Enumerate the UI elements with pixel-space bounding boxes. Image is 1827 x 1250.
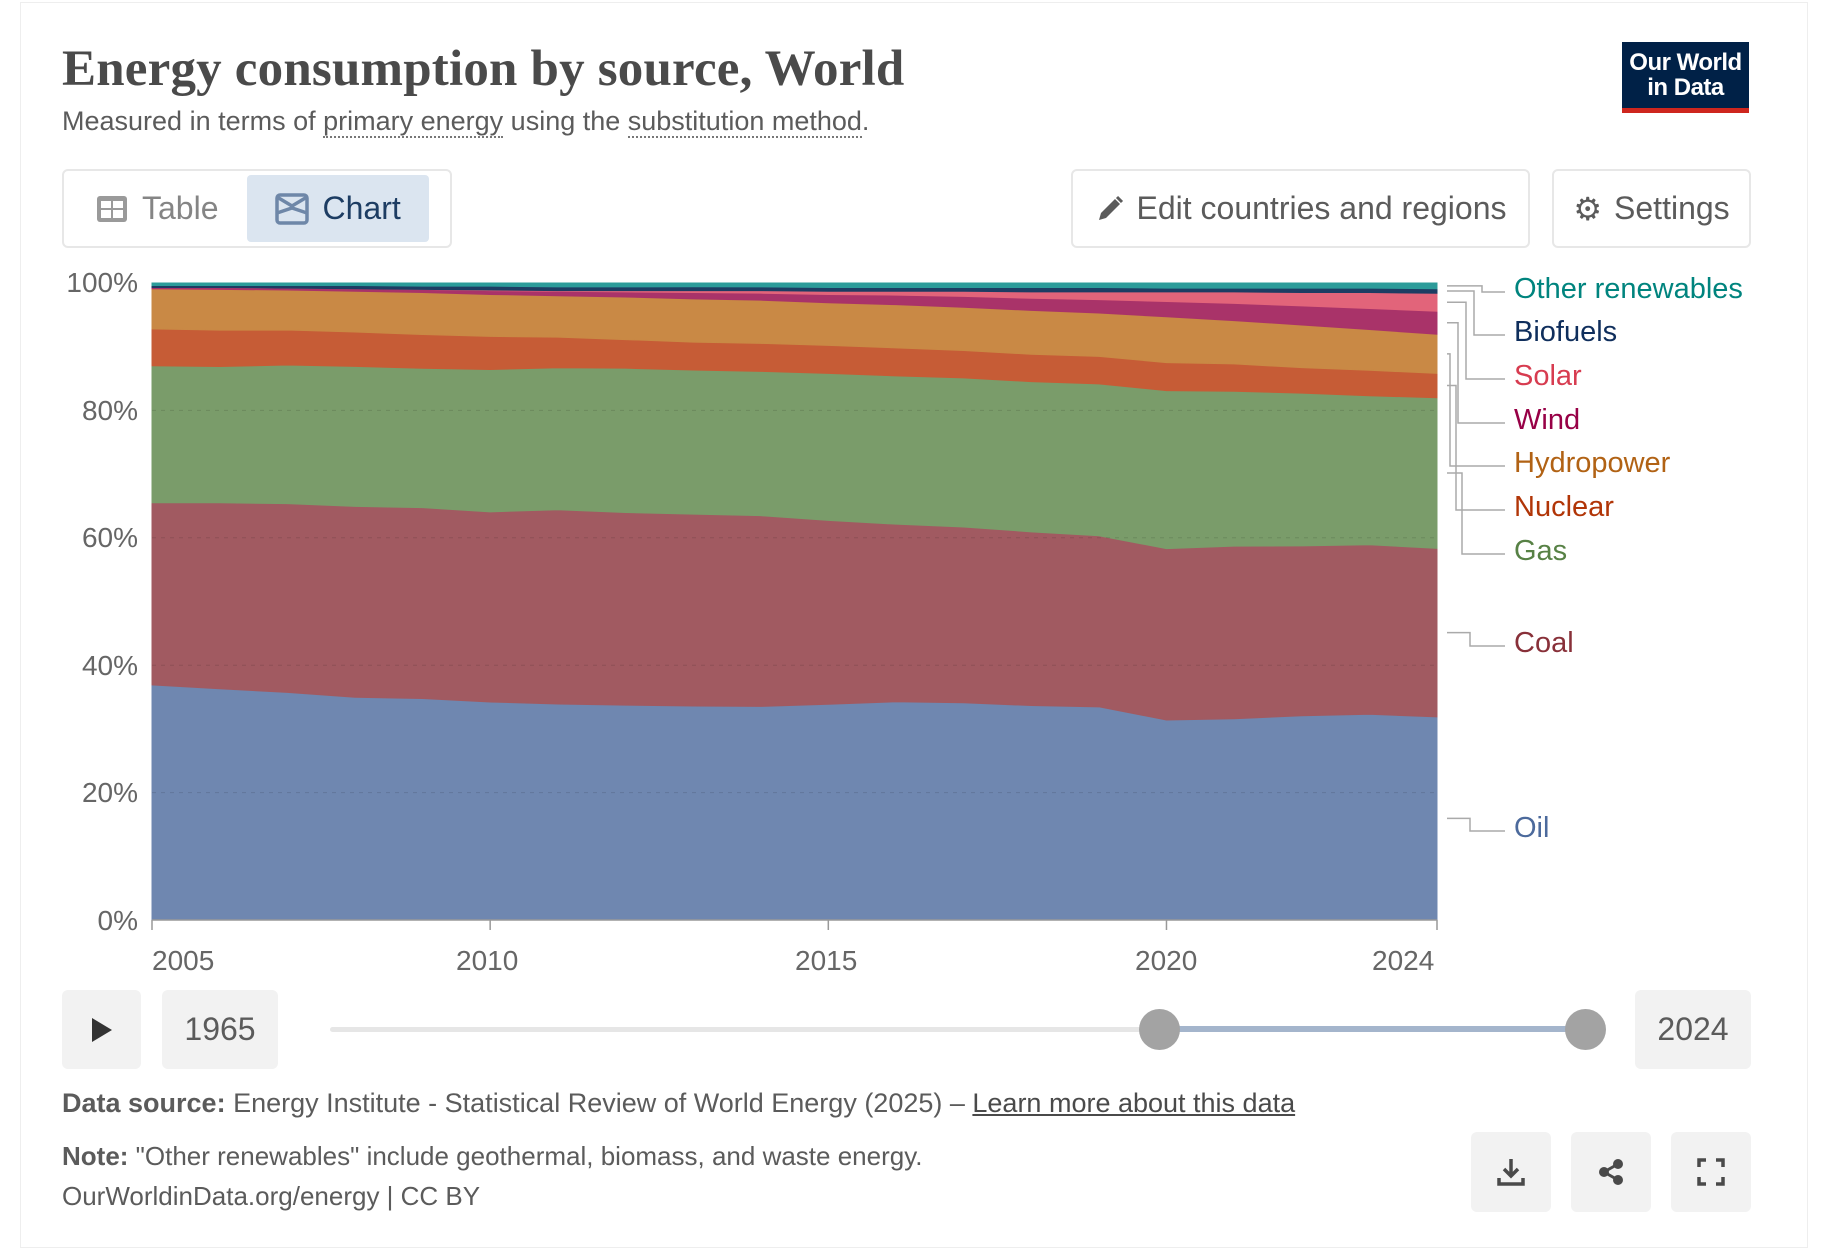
timeline-track[interactable] (330, 1027, 1585, 1032)
tab-table[interactable]: Table (68, 175, 247, 242)
chart-icon (274, 192, 309, 225)
x-tick-label: 2010 (456, 945, 519, 976)
timeline-end-handle[interactable] (1565, 1009, 1606, 1050)
note-text: "Other renewables" include geothermal, b… (128, 1141, 923, 1171)
tab-label: Chart (322, 190, 401, 226)
play-icon (91, 1017, 112, 1042)
tab-label: Table (142, 190, 219, 226)
owid-logo[interactable]: Our World in Data (1622, 42, 1749, 113)
fullscreen-icon (1697, 1158, 1725, 1186)
legend-item-hydropower[interactable]: Hydropower (1514, 447, 1671, 479)
x-tick-label: 2005 (152, 945, 215, 976)
chart-subtitle: Measured in terms of primary energy usin… (62, 106, 870, 138)
start-year-label[interactable]: 1965 (162, 990, 278, 1069)
y-tick-label: 60% (81, 522, 138, 553)
data-source: Data source: Energy Institute - Statisti… (62, 1088, 1295, 1119)
timeline-start-handle[interactable] (1138, 1009, 1180, 1050)
timeline-selected-range (1158, 1026, 1585, 1032)
share-button[interactable] (1571, 1132, 1651, 1212)
download-icon (1497, 1159, 1525, 1186)
settings-button[interactable]: ⚙ Settings (1552, 169, 1751, 248)
edit-label: Edit countries and regions (1136, 190, 1507, 226)
chart-card (20, 2, 1808, 1248)
subtitle-text: . (861, 106, 870, 136)
subtitle-text: Measured in terms of (62, 106, 324, 136)
subtitle-text: using the (503, 106, 628, 136)
fullscreen-button[interactable] (1671, 1132, 1751, 1212)
x-tick-label: 2015 (795, 945, 858, 976)
play-button[interactable] (62, 990, 141, 1069)
legend-item-nuclear[interactable]: Nuclear (1514, 491, 1614, 523)
legend-item-solar[interactable]: Solar (1514, 360, 1582, 392)
logo-line: in Data (1647, 74, 1724, 101)
legend-connector (1447, 290, 1505, 336)
gear-icon: ⚙ (1573, 190, 1603, 227)
legend-connector (1447, 817, 1505, 832)
legend-item-gas[interactable]: Gas (1514, 535, 1568, 567)
x-tick-label: 2020 (1135, 945, 1198, 976)
legend-item-biofuels[interactable]: Biofuels (1514, 316, 1618, 348)
edit-countries-button[interactable]: Edit countries and regions (1071, 169, 1530, 248)
legend-connector (1447, 301, 1505, 380)
download-button[interactable] (1471, 1132, 1551, 1212)
substitution-method-link[interactable]: substitution method (627, 106, 862, 138)
y-tick-label: 20% (81, 777, 138, 808)
legend-connector (1447, 472, 1505, 555)
legend-item-oil[interactable]: Oil (1514, 812, 1550, 844)
y-tick-label: 0% (97, 905, 138, 936)
table-icon (97, 195, 127, 222)
legend-item-coal[interactable]: Coal (1514, 627, 1574, 659)
y-tick-label: 80% (81, 395, 138, 426)
legend-item-wind[interactable]: Wind (1514, 404, 1581, 436)
note: Note: "Other renewables" include geother… (62, 1141, 923, 1172)
x-tick-label: 2024 (1372, 945, 1435, 976)
view-tabs: Table Chart (62, 169, 452, 248)
legend-connector (1447, 285, 1505, 293)
chart-title: Energy consumption by source, World (62, 41, 905, 97)
legend-connector (1447, 384, 1505, 511)
legend-item-other-renewables[interactable]: Other renewables (1514, 273, 1743, 305)
area-other-renewables[interactable] (151, 282, 1438, 290)
area-oil[interactable] (151, 684, 1438, 921)
end-year-label[interactable]: 2024 (1635, 990, 1751, 1069)
y-tick-label: 100% (66, 267, 138, 298)
legend-connector (1447, 321, 1505, 424)
learn-more-link[interactable]: Learn more about this data (972, 1088, 1296, 1118)
share-icon (1599, 1159, 1623, 1185)
primary-energy-link[interactable]: primary energy (323, 106, 504, 138)
tab-chart[interactable]: Chart (246, 175, 429, 242)
source-label: Data source: (62, 1088, 226, 1118)
legend-connector (1447, 353, 1505, 467)
source-url[interactable]: OurWorldinData.org/energy | CC BY (62, 1181, 481, 1211)
settings-label: Settings (1614, 190, 1730, 226)
source-text: Energy Institute - Statistical Review of… (225, 1088, 973, 1118)
pencil-icon (1098, 195, 1123, 220)
note-label: Note: (62, 1141, 129, 1171)
legend-connector (1447, 631, 1505, 647)
y-tick-label: 40% (81, 650, 138, 681)
logo-line: Our World (1629, 49, 1742, 76)
